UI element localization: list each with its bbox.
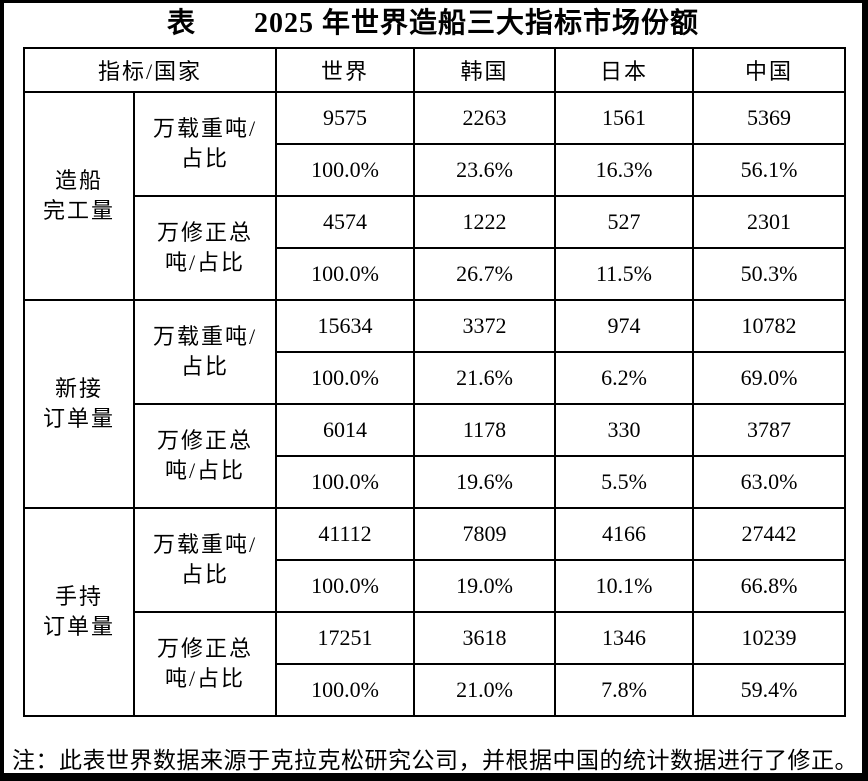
table-row: 手持 订单量 万载重吨/ 占比 41112 7809 4166 27442	[23, 507, 846, 717]
header-indicator-country: 指标/国家	[23, 47, 277, 93]
share-cell: 5.5%	[554, 455, 694, 509]
unit-label-line: 万载重吨/	[152, 532, 258, 558]
value-cell: 2263	[413, 91, 556, 145]
unit-label-cgt: 万修正总 吨/占比	[133, 403, 277, 509]
group-label-line: 造船	[54, 168, 103, 194]
unit-label-dwt: 万载重吨/ 占比	[133, 299, 277, 405]
table-row: 万修正总 吨/占比 17251 3618 1346 10239	[24, 611, 846, 717]
share-cell: 63.0%	[692, 455, 846, 509]
share-cell: 21.6%	[413, 351, 556, 405]
share-cell: 7.8%	[554, 663, 694, 717]
unit-label-line: 万载重吨/	[152, 324, 258, 350]
footnote: 注：此表世界数据来源于克拉克松研究公司，并根据中国的统计数据进行了修正。	[12, 748, 858, 773]
share-cell: 59.4%	[692, 663, 846, 717]
value-cell: 10239	[692, 611, 846, 665]
share-cell: 100.0%	[275, 143, 415, 197]
table-row: 万修正总 吨/占比 6014 1178 330 3787	[24, 403, 846, 509]
share-cell: 100.0%	[275, 351, 415, 405]
unit-label-cgt: 万修正总 吨/占比	[133, 195, 277, 301]
unit-label-line: 万载重吨/	[152, 116, 258, 142]
unit-label-line: 占比	[180, 146, 229, 171]
table-row: 100.0% 23.6% 16.3% 56.1%	[24, 143, 846, 197]
table-row: 100.0% 19.6% 5.5% 63.0%	[24, 455, 846, 509]
value-cell: 10782	[692, 299, 846, 353]
table-row: 100.0% 21.0% 7.8% 59.4%	[24, 663, 846, 717]
group-label-line: 手持	[54, 584, 103, 610]
value-cell: 1222	[413, 195, 556, 249]
unit-label-line: 占比	[180, 354, 229, 379]
header-korea: 韩国	[413, 47, 556, 93]
header-japan: 日本	[554, 47, 694, 93]
value-cell: 1346	[554, 611, 694, 665]
share-cell: 23.6%	[413, 143, 556, 197]
unit-label-line: 万修正总	[156, 636, 253, 662]
share-cell: 19.6%	[413, 455, 556, 509]
value-cell: 330	[554, 403, 694, 457]
unit-label-dwt: 万载重吨/ 占比	[133, 507, 277, 613]
unit-label-line: 吨/占比	[164, 458, 246, 483]
group-label-line: 订单量	[42, 406, 115, 431]
share-cell: 50.3%	[692, 247, 846, 301]
group-label-order-backlog: 手持 订单量	[23, 507, 135, 717]
table-row: 新接 订单量 万载重吨/ 占比 15634 3372 974 10782	[23, 299, 846, 509]
group-label-line: 完工量	[42, 198, 115, 223]
unit-label-line: 占比	[180, 562, 229, 587]
value-cell: 2301	[692, 195, 846, 249]
share-cell: 100.0%	[275, 663, 415, 717]
value-cell: 1561	[554, 91, 694, 145]
value-cell: 1178	[413, 403, 556, 457]
value-cell: 3372	[413, 299, 556, 353]
group-label-completions: 造船 完工量	[23, 91, 135, 301]
value-cell: 41112	[275, 507, 415, 561]
unit-label-line: 吨/占比	[164, 666, 246, 691]
value-cell: 15634	[275, 299, 415, 353]
header-china: 中国	[692, 47, 846, 93]
unit-label-line: 吨/占比	[164, 250, 246, 275]
value-cell: 5369	[692, 91, 846, 145]
share-cell: 100.0%	[275, 455, 415, 509]
unit-label-line: 万修正总	[156, 220, 253, 246]
value-cell: 7809	[413, 507, 556, 561]
table-row: 100.0% 19.0% 10.1% 66.8%	[24, 559, 846, 613]
header-row: 指标/国家 世界 韩国 日本 中国	[23, 47, 846, 93]
share-cell: 16.3%	[554, 143, 694, 197]
header-world: 世界	[275, 47, 415, 93]
share-cell: 69.0%	[692, 351, 846, 405]
value-cell: 3787	[692, 403, 846, 457]
share-cell: 21.0%	[413, 663, 556, 717]
share-cell: 11.5%	[554, 247, 694, 301]
share-cell: 6.2%	[554, 351, 694, 405]
group-label-new-orders: 新接 订单量	[23, 299, 135, 509]
value-cell: 3618	[413, 611, 556, 665]
unit-label-cgt: 万修正总 吨/占比	[133, 611, 277, 717]
unit-label-line: 万修正总	[156, 428, 253, 454]
value-cell: 17251	[275, 611, 415, 665]
unit-label-dwt: 万载重吨/ 占比	[133, 91, 277, 197]
share-cell: 19.0%	[413, 559, 556, 613]
share-cell: 100.0%	[275, 559, 415, 613]
group-label-line: 新接	[54, 376, 103, 402]
table-title: 表 2025 年世界造船三大指标市场份额	[166, 8, 699, 39]
table-row: 造船 完工量 万载重吨/ 占比 9575 2263 1561 5369	[23, 91, 846, 301]
table-row: 100.0% 26.7% 11.5% 50.3%	[24, 247, 846, 301]
share-cell: 66.8%	[692, 559, 846, 613]
value-cell: 6014	[275, 403, 415, 457]
table-row: 万修正总 吨/占比 4574 1222 527 2301	[24, 195, 846, 301]
table-row: 100.0% 21.6% 6.2% 69.0%	[24, 351, 846, 405]
value-cell: 9575	[275, 91, 415, 145]
value-cell: 974	[554, 299, 694, 353]
value-cell: 527	[554, 195, 694, 249]
share-cell: 100.0%	[275, 247, 415, 301]
market-share-table: 指标/国家 世界 韩国 日本 中国 造船 完工量 万载重吨/ 占比 9575 2…	[23, 47, 846, 717]
share-cell: 56.1%	[692, 143, 846, 197]
value-cell: 4166	[554, 507, 694, 561]
group-label-line: 订单量	[42, 614, 115, 639]
share-cell: 26.7%	[413, 247, 556, 301]
value-cell: 27442	[692, 507, 846, 561]
share-cell: 10.1%	[554, 559, 694, 613]
value-cell: 4574	[275, 195, 415, 249]
